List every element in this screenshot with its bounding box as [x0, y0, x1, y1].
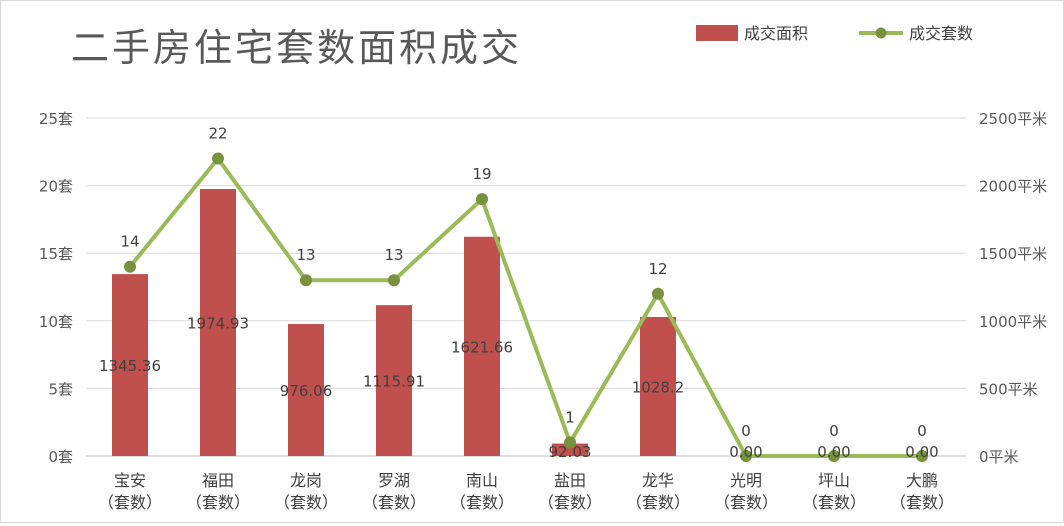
left-axis-tick-label: 0套: [48, 448, 73, 466]
line-data-label: 13: [296, 246, 315, 264]
bar: [464, 236, 500, 456]
category-label: 南山: [466, 471, 498, 490]
bar-data-labels: 1345.36 1974.93 976.06 1115.91 1621.66 92.03 1…: [99, 314, 939, 461]
category-label: 宝安: [114, 471, 146, 490]
line-data-label: 1: [565, 408, 575, 426]
left-axis-tick-label: 25套: [39, 110, 73, 128]
line-point: [564, 436, 576, 449]
category-axis-labels: 宝安 （套数） 福田 （套数） 龙岗 （套数） 罗湖 （套数） 南山 （套数） 盐田 （套数） 龙华 （套…: [98, 471, 954, 512]
category-sublabel: （套数）: [626, 493, 690, 512]
bar: [288, 324, 324, 456]
category-sublabel: （套数）: [450, 493, 514, 512]
bar-data-label: 92.03: [549, 443, 592, 461]
category-sublabel: （套数）: [890, 493, 954, 512]
bar-data-label: 1028.2: [632, 378, 685, 396]
bar: [640, 316, 676, 456]
line-data-label: 0: [741, 422, 751, 440]
bar-data-label: 1345.36: [99, 357, 161, 375]
right-axis: 0平米 500平米 1000平米 1500平米 2000平米 2500平米: [979, 110, 1047, 466]
line-data-label: 0: [829, 422, 839, 440]
legend: 成交面积 成交套数: [696, 24, 973, 43]
category-sublabel: （套数）: [538, 493, 602, 512]
category-label: 罗湖: [378, 471, 410, 490]
line-point: [388, 274, 400, 287]
line-point: [828, 450, 840, 462]
right-axis-tick-label: 1500平米: [979, 245, 1047, 263]
category-sublabel: （套数）: [714, 493, 778, 512]
chart-title: 二手房住宅套数面积成交: [71, 26, 522, 70]
line-data-label: 14: [120, 233, 139, 251]
line-series-count: [124, 152, 928, 462]
left-axis-tick-label: 15套: [39, 245, 73, 263]
category-sublabel: （套数）: [98, 493, 162, 512]
left-axis: 0套 5套 10套 15套 20套 25套: [39, 110, 73, 466]
right-axis-tick-label: 0平米: [979, 448, 1019, 466]
left-axis-tick-label: 10套: [39, 313, 73, 331]
bar-data-label: 1974.93: [187, 314, 249, 332]
legend-label-count: 成交套数: [909, 24, 973, 43]
right-axis-tick-label: 2500平米: [979, 110, 1047, 128]
legend-swatch-area: [696, 25, 738, 41]
bar-series-area: [112, 188, 676, 456]
line-data-labels: 14 22 13 13 19 1 12 0 0 0: [120, 125, 926, 440]
bar-data-label: 0.00: [905, 443, 938, 461]
bar-data-label: 0.00: [729, 443, 762, 461]
category-sublabel: （套数）: [362, 493, 426, 512]
category-sublabel: （套数）: [274, 493, 338, 512]
line-data-label: 0: [917, 422, 927, 440]
category-label: 坪山: [818, 471, 850, 490]
line-point: [740, 450, 752, 462]
bar-data-label: 0.00: [817, 443, 850, 461]
bar-data-label: 1115.91: [363, 373, 425, 391]
bar: [552, 443, 588, 456]
category-label: 福田: [202, 471, 234, 490]
line-data-label: 13: [384, 246, 403, 264]
category-sublabel: （套数）: [186, 493, 250, 512]
line-data-label: 22: [208, 125, 227, 143]
series-line: [128, 156, 922, 458]
left-axis-tick-label: 5套: [48, 380, 73, 398]
category-label: 大鹏: [906, 471, 938, 490]
bar-data-label: 976.06: [280, 382, 333, 400]
bar: [376, 305, 412, 456]
right-axis-tick-label: 2000平米: [979, 178, 1047, 196]
line-point: [476, 193, 488, 206]
left-axis-tick-label: 20套: [39, 178, 73, 196]
category-label: 龙岗: [290, 471, 322, 490]
category-label: 光明: [730, 471, 762, 490]
line-point: [212, 152, 224, 165]
bar: [112, 274, 148, 456]
line-data-label: 12: [648, 260, 667, 278]
legend-swatch-count-marker: [875, 27, 887, 39]
legend-label-area: 成交面积: [744, 24, 808, 43]
category-sublabel: （套数）: [802, 493, 866, 512]
right-axis-tick-label: 1000平米: [979, 313, 1047, 331]
right-axis-tick-label: 500平米: [979, 380, 1038, 398]
line-point: [300, 274, 312, 287]
line-point: [124, 260, 136, 273]
bar: [200, 188, 236, 456]
bar-data-label: 1621.66: [451, 338, 513, 356]
line-point: [652, 287, 664, 300]
line-point: [916, 450, 928, 462]
line-data-label: 19: [472, 165, 491, 183]
category-label: 盐田: [554, 471, 586, 490]
category-label: 龙华: [642, 471, 674, 490]
